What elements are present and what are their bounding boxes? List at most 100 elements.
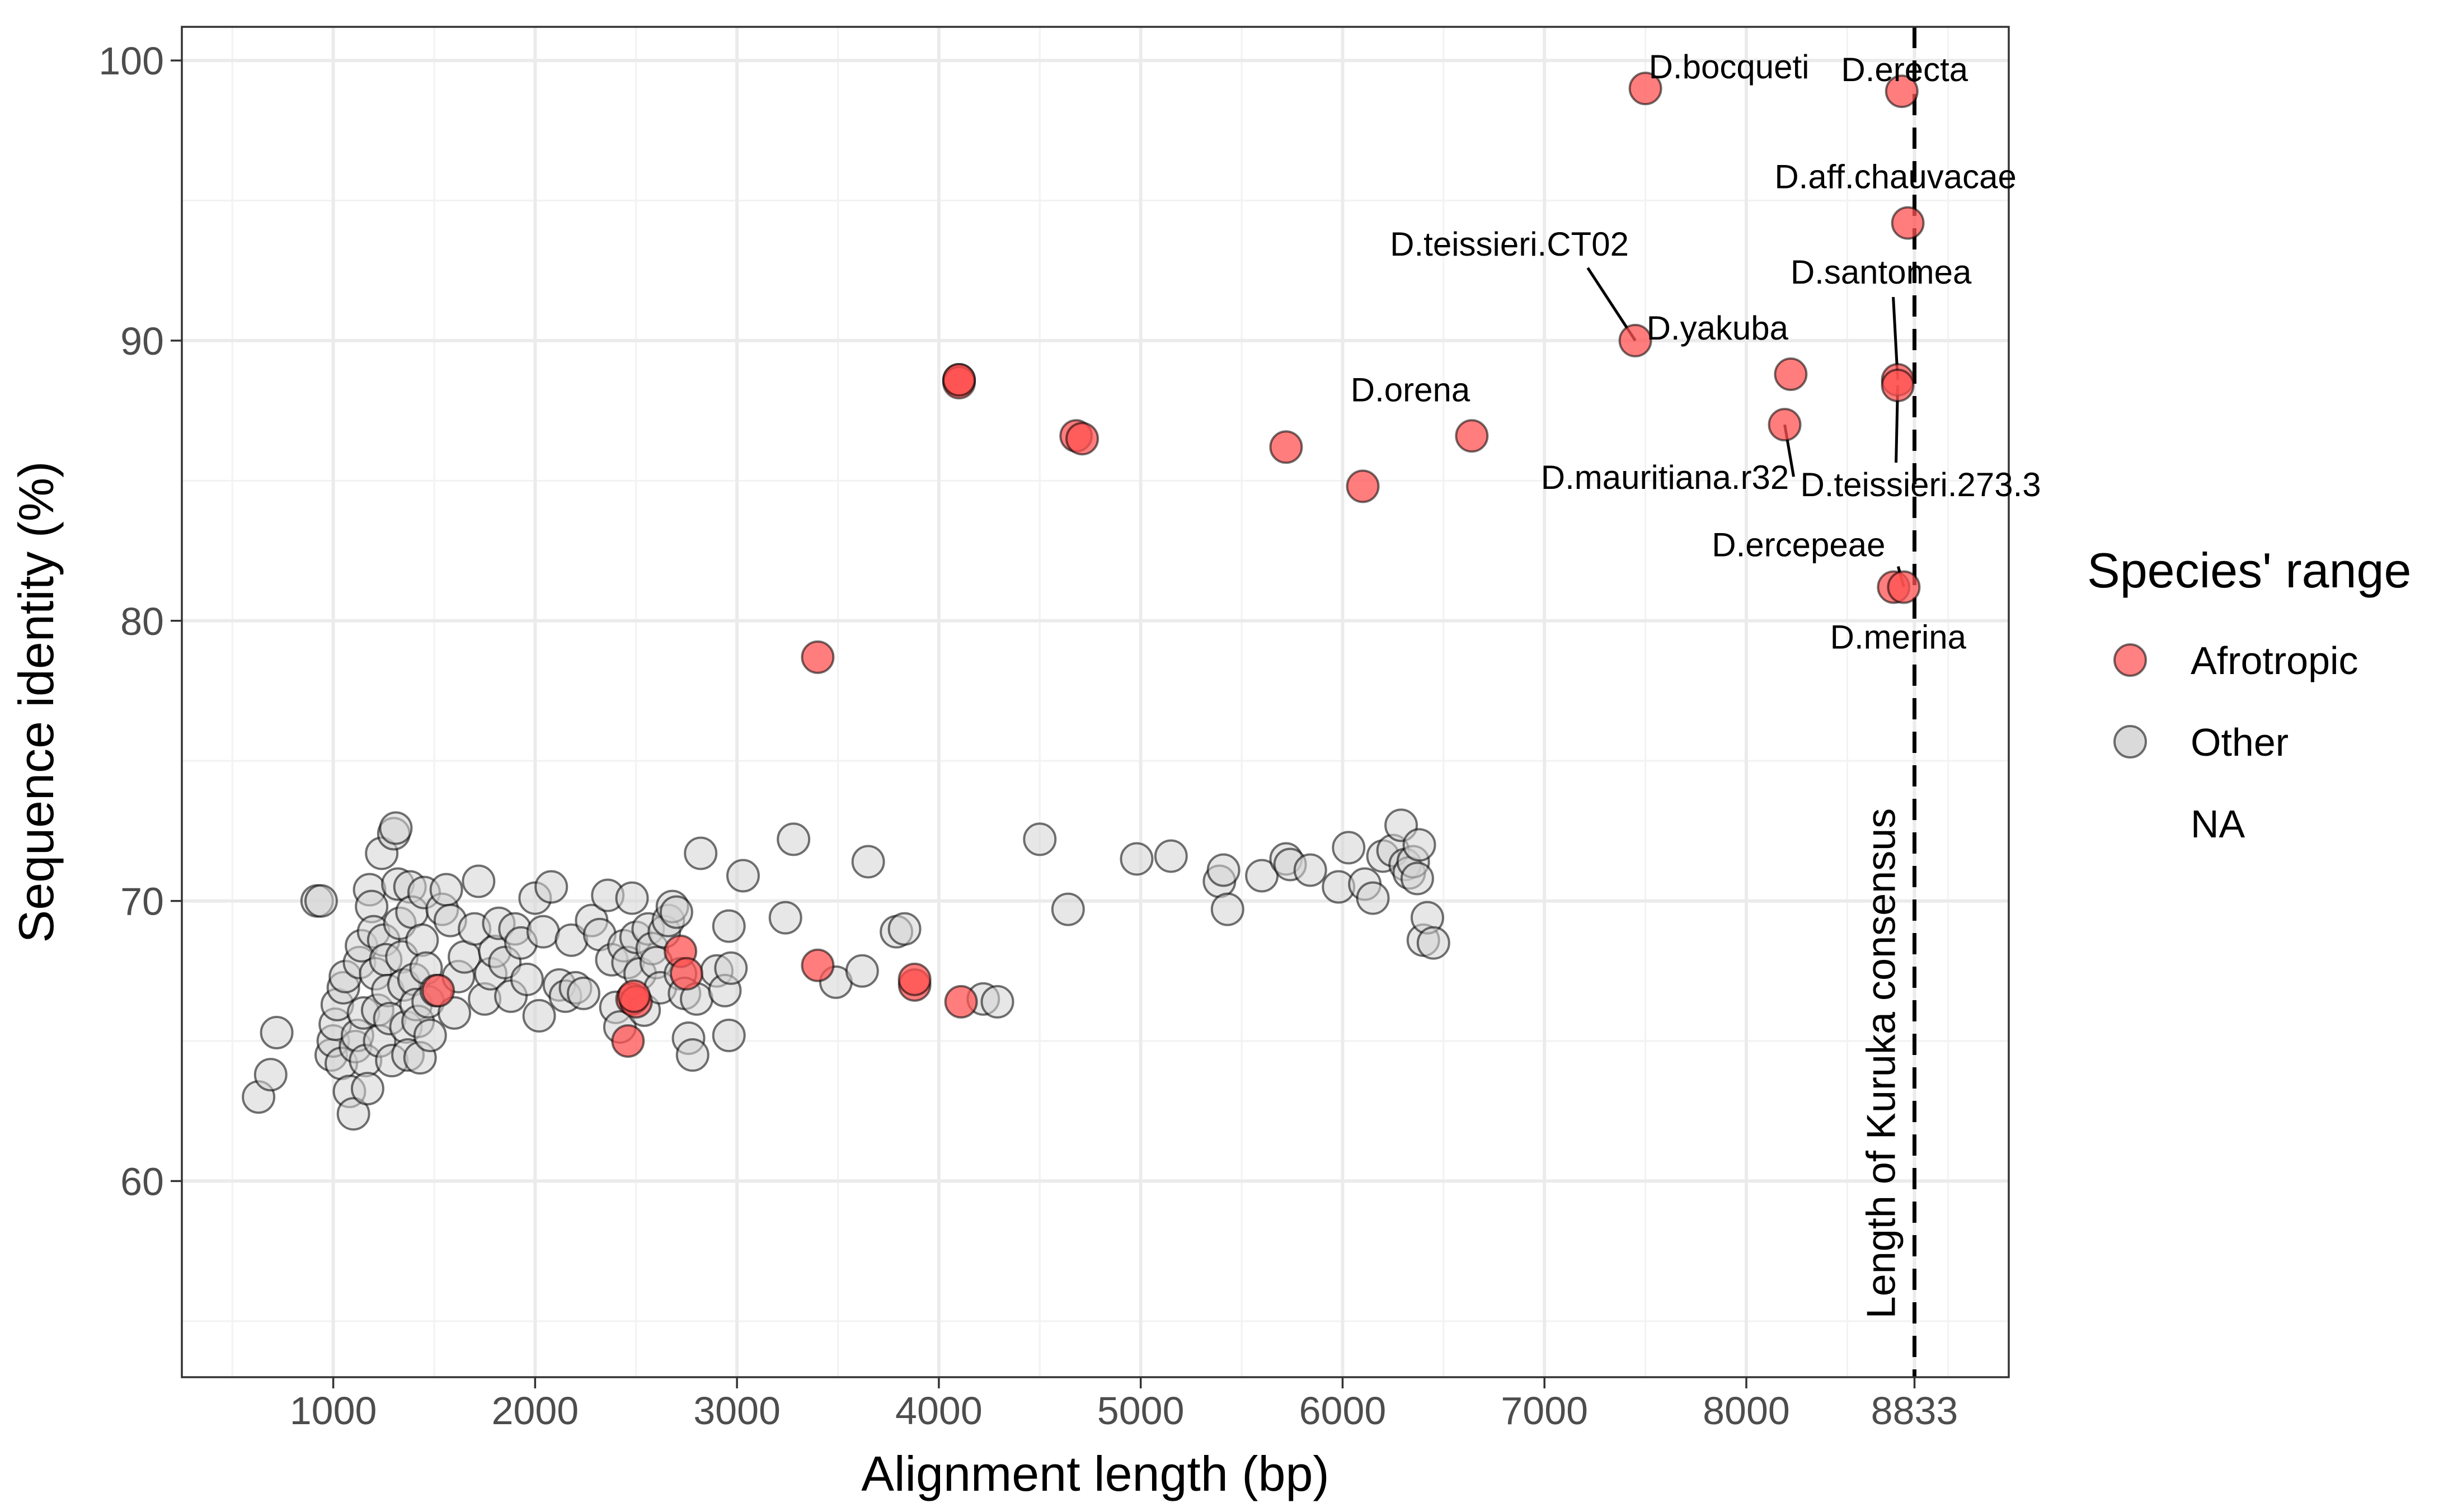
- axis-tick-labels: 1000 2000 3000 4000 5000 6000 7000 8000 8833 60 70…: [98, 39, 1958, 1433]
- annotation-label: D.erecta: [1841, 51, 1968, 88]
- series-other: [242, 808, 1450, 1131]
- y-tick-label: 100: [98, 39, 164, 83]
- data-point-other: [510, 962, 544, 996]
- data-point-other: [777, 822, 811, 856]
- annotation-label: D.santomea: [1791, 253, 1972, 291]
- data-point-other: [1245, 859, 1279, 893]
- data-point-afrotropic: [421, 973, 455, 1007]
- major-grid: [182, 27, 2009, 1377]
- data-point-other: [768, 901, 802, 935]
- annotation-label: D.bocqueti: [1649, 48, 1810, 86]
- annotation-label: D.yakuba: [1647, 309, 1789, 347]
- data-point-afrotropic: [801, 640, 835, 674]
- y-axis-title: Sequence identity (%): [8, 461, 64, 943]
- series-afrotropic: [421, 72, 1925, 1058]
- data-point-afrotropic: [1887, 570, 1921, 604]
- data-point-afrotropic: [942, 363, 976, 397]
- data-point-other: [405, 923, 439, 957]
- data-point-afrotropic: [1269, 430, 1303, 464]
- data-point-other: [1206, 853, 1241, 887]
- data-point-other: [1416, 926, 1450, 960]
- data-point-other: [1332, 831, 1366, 865]
- legend: Species' range Afrotropic Other NA: [2087, 543, 2411, 846]
- data-point-other: [675, 1038, 710, 1072]
- data-point-other: [438, 996, 472, 1030]
- annotation-label: D.aff.chauvacae: [1774, 158, 2017, 196]
- data-point-afrotropic: [944, 985, 978, 1019]
- data-point-other: [980, 985, 1014, 1019]
- data-point-other: [851, 845, 885, 879]
- legend-label-other: Other: [2191, 720, 2289, 764]
- annotation-label: D.merina: [1830, 619, 1967, 656]
- data-point-other: [429, 873, 463, 907]
- x-tick-label: 8833: [1871, 1389, 1958, 1433]
- data-point-other: [1154, 839, 1188, 873]
- data-point-other: [526, 915, 560, 949]
- data-point-other: [304, 884, 338, 918]
- data-point-other: [566, 976, 600, 1010]
- data-point-other: [350, 1072, 384, 1106]
- data-point-afrotropic: [1768, 408, 1802, 442]
- annotation-label: D.ercepeae: [1712, 526, 1885, 564]
- data-point-other: [253, 1058, 288, 1092]
- data-point-other: [1400, 861, 1434, 896]
- x-tick-label: 4000: [895, 1389, 983, 1433]
- data-point-other: [260, 1015, 294, 1049]
- data-point-other: [1210, 892, 1244, 926]
- data-point-afrotropic: [1455, 419, 1489, 453]
- axis-ticks: [171, 59, 1916, 1388]
- x-tick-label: 5000: [1097, 1389, 1185, 1433]
- plot-panel-border: [181, 26, 2010, 1378]
- data-point-other: [413, 1018, 447, 1052]
- x-tick-label: 8000: [1703, 1389, 1790, 1433]
- data-point-other: [714, 951, 748, 985]
- data-point-other: [887, 912, 922, 946]
- annotation-labels: D.bocqueti D.erecta D.aff.chauvacae D.teiss…: [1351, 48, 2041, 656]
- x-tick-label: 1000: [290, 1389, 377, 1433]
- y-tick-label: 90: [120, 319, 164, 363]
- data-point-other: [1293, 853, 1327, 887]
- data-point-other: [522, 998, 556, 1033]
- x-tick-label: 6000: [1299, 1389, 1387, 1433]
- legend-title: Species' range: [2087, 543, 2411, 598]
- y-tick-label: 60: [120, 1160, 164, 1203]
- data-point-other: [1402, 828, 1436, 862]
- legend-key-other: [2113, 725, 2147, 759]
- reference-line-label: Length of Kuruka consensus: [1859, 808, 1904, 1319]
- data-point-afrotropic: [611, 1024, 645, 1058]
- data-point-other: [379, 811, 413, 845]
- data-point-other: [615, 881, 649, 915]
- data-point-afrotropic: [617, 979, 651, 1013]
- data-point-afrotropic: [1891, 206, 1925, 240]
- data-point-afrotropic: [1065, 422, 1100, 456]
- data-point-other: [1051, 892, 1085, 926]
- data-point-afrotropic: [1774, 357, 1808, 392]
- data-point-other: [462, 864, 496, 898]
- data-point-other: [1356, 881, 1390, 915]
- x-tick-label: 7000: [1501, 1389, 1588, 1433]
- data-point-afrotropic: [898, 962, 932, 996]
- data-point-other: [845, 954, 879, 988]
- data-point-afrotropic: [1885, 74, 1919, 109]
- y-tick-label: 70: [120, 880, 164, 924]
- data-point-other: [1120, 842, 1154, 876]
- annotation-label: D.teissieri.273.3: [1800, 466, 2041, 503]
- annotation-label: D.mauritiana.r32: [1541, 459, 1789, 496]
- data-point-other: [726, 859, 760, 893]
- data-point-afrotropic: [1346, 469, 1380, 503]
- data-point-other: [712, 909, 746, 943]
- data-point-afrotropic: [1618, 323, 1652, 357]
- data-point-other: [659, 895, 693, 929]
- data-point-afrotropic: [801, 948, 835, 982]
- data-point-other: [684, 836, 718, 870]
- x-axis-title: Alignment length (bp): [861, 1446, 1329, 1501]
- annotation-label: D.orena: [1351, 371, 1470, 408]
- data-point-other: [1023, 822, 1057, 856]
- minor-grid: [182, 27, 2009, 1377]
- data-point-other: [712, 1018, 746, 1052]
- legend-label-afrotropic: Afrotropic: [2191, 639, 2358, 682]
- data-point-afrotropic: [1881, 369, 1915, 403]
- annotation-label: D.teissieri.CT02: [1390, 225, 1629, 263]
